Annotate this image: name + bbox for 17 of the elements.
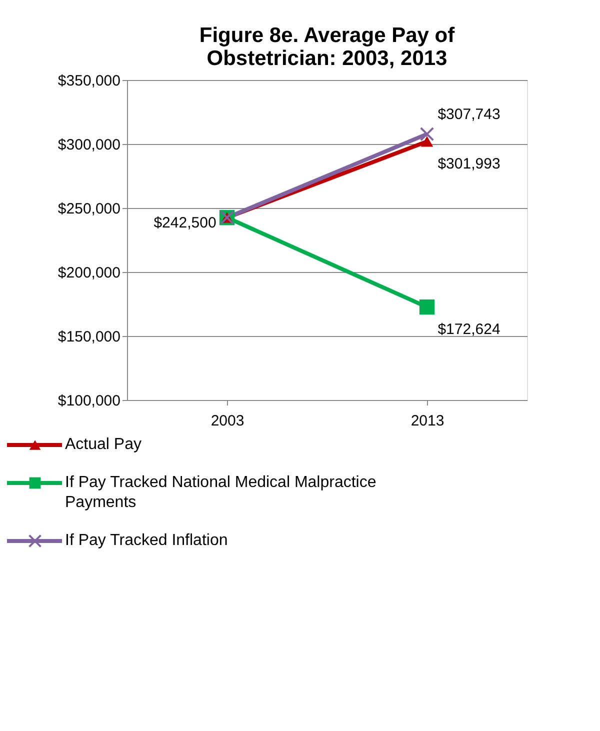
data-label: $242,500 — [154, 214, 216, 232]
data-label: $301,993 — [438, 155, 500, 172]
y-tick-label: $100,000 — [58, 392, 120, 410]
y-tick-label: $300,000 — [58, 136, 120, 154]
y-tick-label: $250,000 — [58, 200, 120, 218]
y-tick-label: $350,000 — [58, 72, 120, 90]
legend-label: If Pay Tracked National Medical Malpractice Payments — [65, 474, 376, 511]
point — [419, 299, 435, 315]
data-label: $172,624 — [438, 321, 500, 338]
chart-title: Figure 8e. Average Pay of Obstetrician: 2003, 2013 — [199, 24, 456, 70]
x-tick-label: 2013 — [410, 412, 444, 430]
y-tick-label: $200,000 — [58, 264, 120, 282]
x-tick-label: 2003 — [210, 412, 244, 430]
data-label: $307,743 — [438, 106, 500, 124]
y-tick-label: $150,000 — [58, 328, 120, 346]
legend-label: Actual Pay — [65, 436, 142, 453]
legend-label: If Pay Tracked Inflation — [65, 532, 228, 549]
